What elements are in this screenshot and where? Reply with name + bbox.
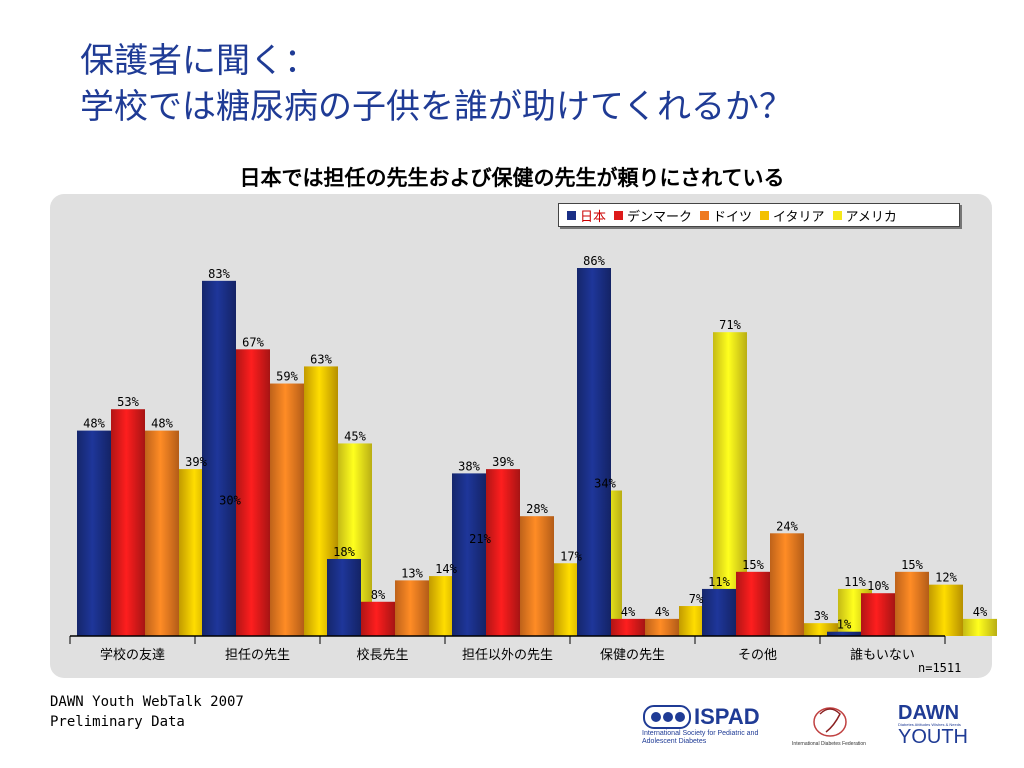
bar-1-2: [270, 383, 304, 636]
bar-3-0: [452, 473, 486, 636]
data-label-4-4: 71%: [719, 318, 741, 332]
title-line-1: 保護者に聞く：: [80, 41, 318, 81]
footer-line-1: DAWN Youth WebTalk 2007: [50, 694, 244, 710]
bar-2-1: [361, 601, 395, 636]
bar-5-2: [770, 533, 804, 636]
data-label-6-0: 1%: [837, 618, 852, 632]
data-label-2-4: 21%: [469, 532, 491, 546]
data-label-3-4: 34%: [594, 477, 616, 491]
data-label-3-3: 17%: [560, 549, 582, 563]
bar-1-1: [236, 349, 270, 636]
ispad-logo-text: ISPAD: [694, 704, 760, 729]
youth-logo-text: YOUTH: [898, 726, 968, 748]
legend-swatch-germany: [700, 210, 710, 220]
bar-0-0: [77, 430, 111, 636]
bar-5-1: [736, 571, 770, 636]
category-label-1: 担任の先生: [225, 648, 290, 663]
bar-4-0: [577, 268, 611, 636]
category-label-5: その他: [738, 648, 777, 663]
bar-6-2: [895, 571, 929, 636]
bar-6-1: [861, 593, 895, 636]
bar-2-2: [395, 580, 429, 636]
legend-label-germany: ドイツ: [713, 209, 753, 225]
bar-2-0: [327, 558, 361, 636]
slide-title: 保護者に聞く： 学校では糖尿病の子供を誰が助けてくれるか？: [80, 38, 793, 130]
data-label-6-3: 12%: [935, 571, 957, 585]
bar-6-3: [929, 584, 963, 636]
legend-item-italy: イタリア: [760, 206, 825, 225]
data-label-0-3: 39%: [185, 455, 207, 469]
data-label-6-1: 10%: [867, 579, 889, 593]
legend-swatch-usa: [832, 210, 842, 220]
bar-4-1: [611, 618, 645, 636]
legend-label-italy: イタリア: [773, 209, 825, 225]
legend-swatch-italy: [760, 210, 770, 220]
data-label-0-0: 48%: [83, 417, 105, 431]
ispad-logo-subtext: International Society for Pediatric and …: [642, 730, 759, 745]
data-label-1-3: 63%: [310, 352, 332, 366]
legend-item-denmark: デンマーク: [614, 206, 692, 225]
sample-size-label: n=1511: [918, 661, 962, 675]
category-label-2: 校長先生: [356, 647, 408, 663]
bar-3-1: [486, 469, 520, 636]
footer-line-2: Preliminary Data: [50, 714, 185, 730]
bar-3-2: [520, 516, 554, 636]
chart-legend: 日本 デンマーク ドイツ イタリア アメリカ: [558, 203, 960, 227]
data-label-1-4: 45%: [344, 429, 366, 443]
idf-logo-icon: [813, 707, 847, 737]
data-label-5-0: 11%: [708, 575, 730, 589]
title-line-2: 学校では糖尿病の子供を誰が助けてくれるか？: [80, 87, 793, 127]
footer-text: DAWN Youth WebTalk 2007 Preliminary Data: [50, 692, 244, 732]
legend-item-germany: ドイツ: [700, 206, 752, 225]
data-label-4-0: 86%: [583, 254, 605, 268]
category-label-4: 保健の先生: [600, 648, 665, 663]
data-label-0-1: 53%: [117, 395, 139, 409]
bar-6-4: [963, 618, 997, 636]
ispad-logo-icon: [643, 705, 691, 729]
data-label-2-0: 18%: [333, 545, 355, 559]
data-label-0-2: 48%: [151, 417, 173, 431]
bar-5-0: [702, 588, 736, 636]
data-label-0-4: 30%: [219, 494, 241, 508]
data-label-3-0: 38%: [458, 459, 480, 473]
data-label-1-1: 67%: [242, 335, 264, 349]
category-label-0: 学校の友達: [100, 647, 165, 663]
data-label-3-1: 39%: [492, 455, 514, 469]
data-label-6-2: 15%: [901, 558, 923, 572]
bar-0-2: [145, 430, 179, 636]
chart-subtitle: 日本では担任の先生および保健の先生が頼りにされている: [239, 166, 785, 190]
bar-4-2: [645, 618, 679, 636]
data-label-6-4: 4%: [973, 605, 988, 619]
legend-swatch-denmark: [614, 210, 624, 220]
dawn-logo-text: DAWN: [898, 702, 960, 724]
data-label-5-3: 3%: [814, 609, 829, 623]
bar-6-0: [827, 631, 861, 636]
data-label-2-3: 14%: [435, 562, 457, 576]
category-label-3: 担任以外の先生: [462, 648, 553, 663]
legend-label-usa: アメリカ: [845, 209, 897, 225]
data-label-4-1: 4%: [621, 605, 636, 619]
legend-label-japan: 日本: [580, 209, 607, 225]
data-label-5-1: 15%: [742, 558, 764, 572]
category-label-6: 誰もいない: [850, 647, 915, 663]
legend-swatch-japan: [567, 210, 576, 220]
legend-item-usa: アメリカ: [832, 206, 897, 225]
data-label-1-0: 83%: [208, 267, 230, 281]
data-label-2-2: 13%: [401, 566, 423, 580]
data-label-4-2: 4%: [655, 605, 670, 619]
idf-logo-text: International Diabetes Federation: [792, 741, 866, 747]
legend-label-denmark: デンマーク: [627, 209, 693, 225]
data-label-5-2: 24%: [776, 519, 798, 533]
data-label-5-4: 11%: [844, 575, 866, 589]
data-label-3-2: 28%: [526, 502, 548, 516]
data-label-1-2: 59%: [276, 370, 298, 384]
dawn-logo-subtext: Diabetes Attitudes Wishes & Needs: [898, 722, 961, 727]
bar-0-1: [111, 409, 145, 636]
bar-1-0: [202, 280, 236, 636]
data-label-4-3: 7%: [689, 592, 704, 606]
legend-item-japan: 日本: [567, 206, 606, 225]
data-label-2-1: 8%: [371, 588, 386, 602]
